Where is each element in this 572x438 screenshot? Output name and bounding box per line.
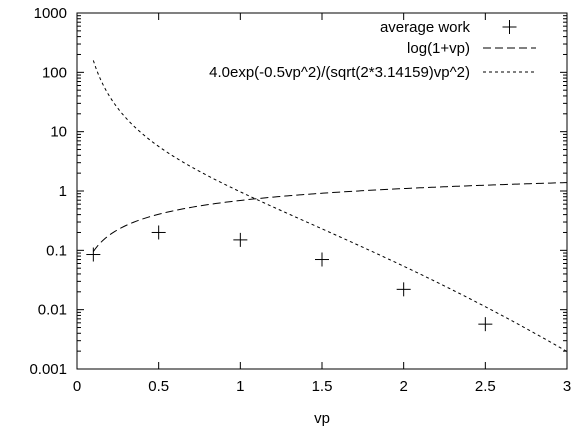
data-point xyxy=(151,225,166,240)
data-point xyxy=(315,252,329,267)
x-axis-title: vp xyxy=(314,410,330,427)
legend-label-0: average work xyxy=(380,19,471,36)
y-tick-label: 0.1 xyxy=(46,242,67,259)
x-tick-label: 1.5 xyxy=(312,378,333,395)
data-point xyxy=(478,317,493,332)
x-tick-label: 2 xyxy=(399,378,407,395)
series-line-1 xyxy=(92,182,567,252)
y-tick-label: 1 xyxy=(59,183,67,200)
data-point xyxy=(396,282,411,297)
x-tick-label: 2.5 xyxy=(475,378,496,395)
plot-frame xyxy=(76,12,568,370)
y-tick-label: 0.001 xyxy=(29,361,67,378)
legend-label-1: log(1+vp) xyxy=(407,40,470,57)
legend-label-2: 4.0exp(-0.5vp^2)/(sqrt(2*3.14159)vp^2) xyxy=(209,64,470,81)
x-tick-label: 0.5 xyxy=(148,378,169,395)
y-tick-label: 0.01 xyxy=(38,302,67,319)
x-tick-label: 0 xyxy=(73,378,81,395)
x-tick-label: 3 xyxy=(563,378,571,395)
y-tick-label: 100 xyxy=(42,64,67,81)
y-tick-label: 1000 xyxy=(34,5,67,22)
legend-marker-0 xyxy=(502,20,517,34)
y-tick-label: 10 xyxy=(50,124,67,141)
data-point xyxy=(233,232,248,247)
x-tick-label: 1 xyxy=(236,378,244,395)
series-line-2 xyxy=(92,60,567,352)
data-point xyxy=(86,247,101,262)
